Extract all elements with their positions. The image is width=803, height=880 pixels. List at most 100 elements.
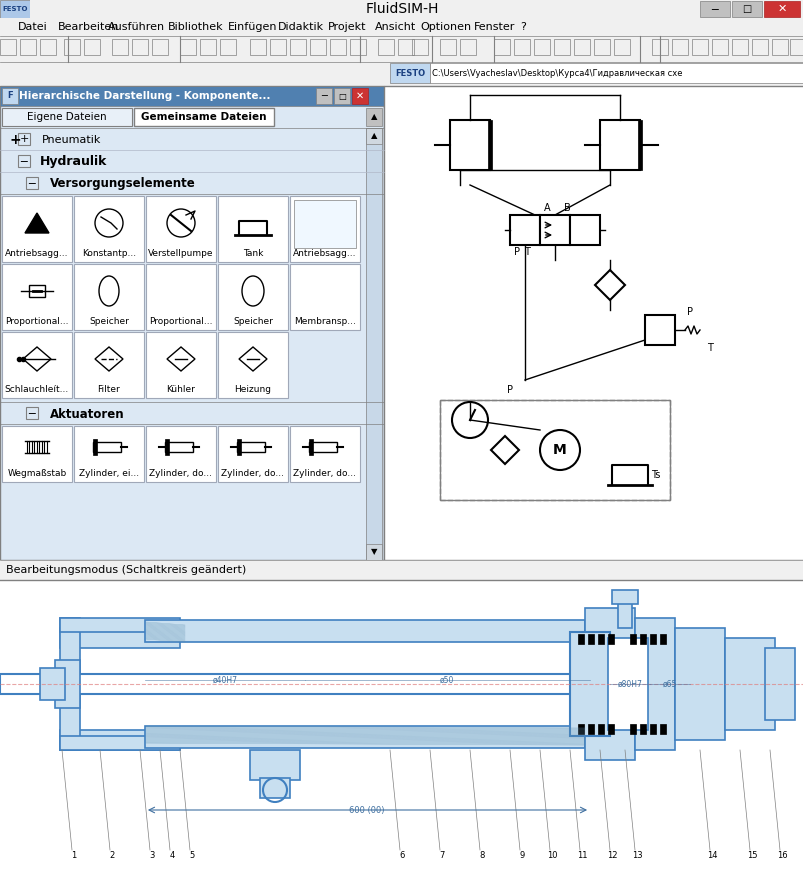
Bar bbox=[659, 724, 665, 734]
Text: Membransp...: Membransp... bbox=[294, 318, 356, 326]
Text: Fenster: Fenster bbox=[474, 22, 515, 32]
Bar bbox=[60, 730, 180, 750]
Bar bbox=[613, 39, 630, 55]
Text: 6: 6 bbox=[399, 850, 404, 860]
Bar bbox=[569, 632, 609, 736]
Bar bbox=[74, 196, 144, 262]
Bar bbox=[60, 618, 180, 632]
Bar bbox=[618, 598, 631, 628]
Text: +: + bbox=[19, 134, 29, 144]
Bar bbox=[365, 128, 381, 560]
Text: ─: ─ bbox=[29, 408, 35, 418]
Text: Schlauchleít...: Schlauchleít... bbox=[5, 385, 69, 394]
Bar bbox=[593, 39, 609, 55]
Text: Projekt: Projekt bbox=[328, 22, 366, 32]
Text: ø50: ø50 bbox=[439, 676, 454, 685]
Text: 3: 3 bbox=[149, 850, 154, 860]
Bar bbox=[771, 39, 787, 55]
Text: Zylinder, ei...: Zylinder, ei... bbox=[79, 470, 139, 479]
Text: ─: ─ bbox=[711, 4, 718, 14]
Text: 15: 15 bbox=[746, 850, 756, 860]
Bar bbox=[731, 39, 747, 55]
Bar bbox=[607, 724, 613, 734]
Bar bbox=[644, 315, 675, 345]
Bar bbox=[218, 196, 287, 262]
Text: Tank: Tank bbox=[243, 250, 263, 259]
Bar bbox=[411, 39, 427, 55]
Bar bbox=[397, 39, 414, 55]
Text: Optionen: Optionen bbox=[419, 22, 471, 32]
Text: Hierarchische Darstellung - Komponente...: Hierarchische Darstellung - Komponente..… bbox=[19, 91, 271, 101]
Bar bbox=[294, 200, 356, 248]
Bar bbox=[2, 264, 72, 330]
Bar bbox=[2, 130, 364, 150]
Bar bbox=[291, 266, 357, 316]
Text: 5: 5 bbox=[190, 850, 194, 860]
Bar bbox=[26, 407, 38, 419]
Bar bbox=[220, 266, 286, 316]
Bar bbox=[0, 36, 803, 62]
Text: Versorgungselemente: Versorgungselemente bbox=[50, 178, 195, 190]
Bar bbox=[365, 128, 381, 144]
Text: B: B bbox=[563, 203, 569, 213]
Text: Pneumatik: Pneumatik bbox=[42, 135, 101, 145]
Bar bbox=[146, 264, 216, 330]
Text: FluidSIM-H: FluidSIM-H bbox=[365, 2, 438, 16]
Text: Wegmaßstab: Wegmaßstab bbox=[7, 470, 67, 479]
Text: Heizung: Heizung bbox=[234, 385, 271, 394]
Text: Antriebsagg...: Antriebsagg... bbox=[6, 250, 69, 259]
Bar bbox=[145, 620, 585, 642]
Text: 16: 16 bbox=[776, 850, 786, 860]
Bar bbox=[0, 86, 384, 560]
Text: Didaktik: Didaktik bbox=[278, 22, 324, 32]
Text: Gemeinsame Dateien: Gemeinsame Dateien bbox=[141, 112, 267, 122]
Bar bbox=[93, 442, 120, 452]
Bar bbox=[2, 332, 72, 398]
Text: Filter: Filter bbox=[97, 385, 120, 394]
Bar bbox=[0, 39, 16, 55]
Bar bbox=[607, 638, 647, 730]
Bar bbox=[389, 63, 430, 83]
Bar bbox=[2, 426, 72, 482]
Bar bbox=[487, 120, 491, 170]
Text: Ausführen: Ausführen bbox=[108, 22, 165, 32]
Bar bbox=[237, 442, 265, 452]
Bar bbox=[365, 544, 381, 560]
Bar bbox=[290, 426, 360, 482]
Bar bbox=[607, 634, 613, 644]
Text: Proportional...: Proportional... bbox=[6, 318, 69, 326]
Text: Bibliothek: Bibliothek bbox=[168, 22, 223, 32]
Bar bbox=[218, 426, 287, 482]
Bar bbox=[132, 39, 148, 55]
Bar bbox=[60, 736, 180, 750]
Bar bbox=[18, 155, 30, 167]
Bar bbox=[763, 1, 799, 17]
Bar bbox=[40, 668, 65, 700]
Text: Proportional...: Proportional... bbox=[149, 318, 213, 326]
Text: FESTO: FESTO bbox=[2, 6, 28, 12]
Bar bbox=[259, 778, 290, 798]
Text: Antriebsagg...: Antriebsagg... bbox=[293, 250, 357, 259]
Bar bbox=[290, 196, 360, 262]
Bar bbox=[711, 39, 727, 55]
Bar bbox=[316, 88, 332, 104]
Text: □: □ bbox=[337, 92, 345, 100]
Bar bbox=[310, 39, 325, 55]
Text: Ansicht: Ansicht bbox=[374, 22, 416, 32]
Text: Bearbeitungsmodus (Schaltkreis geändert): Bearbeitungsmodus (Schaltkreis geändert) bbox=[6, 565, 246, 575]
Bar bbox=[638, 120, 642, 170]
Text: 11: 11 bbox=[576, 850, 586, 860]
Bar bbox=[2, 108, 132, 126]
Text: Kühler: Kühler bbox=[166, 385, 195, 394]
Text: ø80Н7: ø80Н7 bbox=[617, 679, 642, 688]
Bar bbox=[577, 724, 583, 734]
Bar bbox=[0, 674, 589, 694]
Text: M: M bbox=[552, 443, 566, 457]
Text: F: F bbox=[7, 92, 13, 100]
Text: ✕: ✕ bbox=[777, 4, 785, 14]
Text: A: A bbox=[543, 203, 549, 213]
Bar bbox=[220, 39, 236, 55]
Text: ─: ─ bbox=[21, 156, 27, 166]
Bar bbox=[146, 426, 216, 482]
Text: T: T bbox=[524, 247, 529, 257]
